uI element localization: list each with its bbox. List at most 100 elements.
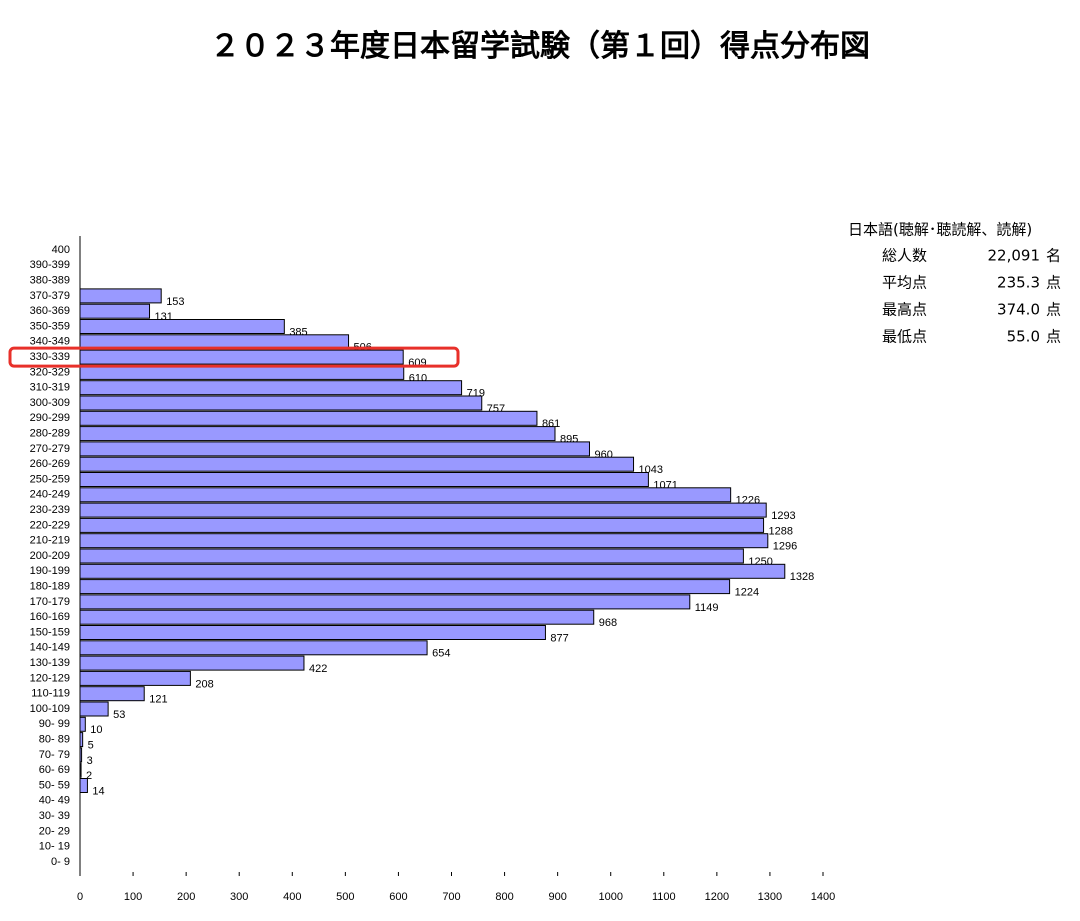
y-tick-label: 220-229	[30, 519, 70, 531]
value-label: 121	[149, 694, 167, 706]
bar	[79, 563, 786, 579]
bar	[79, 609, 595, 625]
bar	[79, 410, 538, 426]
y-tick-label: 400	[52, 244, 70, 256]
value-label: 14	[92, 785, 104, 797]
y-tick-label: 160-169	[30, 611, 70, 623]
info-unit: 点	[1046, 328, 1061, 346]
bar	[79, 395, 483, 411]
bar	[79, 716, 86, 732]
y-tick-label: 170-179	[30, 596, 70, 608]
bar	[79, 380, 463, 396]
x-tick-label: 800	[495, 891, 513, 903]
y-tick-label: 290-299	[30, 412, 70, 424]
info-value: 22,091	[988, 247, 1041, 265]
y-tick-label: 120-129	[30, 672, 70, 684]
bar	[79, 640, 428, 656]
y-tick-label: 230-239	[30, 504, 70, 516]
value-label: 5	[88, 740, 94, 752]
value-label: 153	[166, 296, 184, 308]
chart-title: ２０２３年度日本留学試験（第１回）得点分布図	[210, 29, 870, 64]
bar	[79, 762, 82, 778]
x-tick-label: 900	[548, 891, 566, 903]
y-tick-label: 100-109	[30, 703, 70, 715]
info-unit: 点	[1046, 301, 1061, 319]
y-tick-label: 190-199	[30, 565, 70, 577]
bar	[79, 533, 769, 549]
y-tick-label: 80- 89	[39, 734, 70, 746]
bar	[79, 778, 88, 793]
y-tick-label: 140-149	[30, 642, 70, 654]
y-tick-label: 260-269	[30, 458, 70, 470]
y-tick-label: 50- 59	[39, 779, 70, 791]
y-tick-label: 370-379	[30, 290, 70, 302]
y-tick-label: 250-259	[30, 473, 70, 485]
y-tick-label: 10- 19	[39, 841, 70, 853]
y-tick-label: 180-189	[30, 581, 70, 593]
info-label: 最低点	[882, 328, 927, 346]
y-tick-label: 240-249	[30, 489, 70, 501]
bar	[79, 579, 731, 595]
y-tick-label: 90- 99	[39, 718, 70, 730]
value-label: 422	[309, 663, 327, 675]
bar	[79, 625, 546, 640]
info-value: 374.0	[997, 301, 1040, 319]
info-value: 55.0	[1007, 328, 1040, 346]
y-tick-label: 380-389	[30, 275, 70, 287]
bar	[79, 732, 84, 748]
info-value: 235.3	[997, 274, 1040, 292]
y-tick-label: 210-219	[30, 535, 70, 547]
y-tick-label: 40- 49	[39, 795, 70, 807]
x-tick-label: 700	[442, 891, 460, 903]
y-tick-label: 340-349	[30, 336, 70, 348]
value-label: 1224	[735, 587, 759, 599]
value-label: 3	[87, 755, 93, 767]
y-tick-label: 60- 69	[39, 764, 70, 776]
y-tick-label: 130-139	[30, 657, 70, 669]
value-label: 208	[195, 678, 213, 690]
value-label: 1149	[695, 602, 719, 614]
bar	[79, 288, 162, 304]
highlight-box	[8, 346, 460, 368]
y-tick-label: 390-399	[30, 259, 70, 271]
y-tick-label: 300-309	[30, 397, 70, 409]
y-tick-label: 110-119	[31, 688, 70, 700]
x-tick-label: 0	[77, 891, 83, 903]
x-tick-label: 300	[230, 891, 248, 903]
bar	[79, 303, 151, 319]
value-label: 877	[550, 632, 568, 644]
x-tick-label: 1200	[705, 891, 729, 903]
bar	[79, 349, 404, 365]
y-tick-label: 310-319	[30, 382, 70, 394]
info-label: 最高点	[882, 301, 927, 319]
y-tick-label: 30- 39	[39, 810, 70, 822]
x-tick-label: 400	[283, 891, 301, 903]
bar	[79, 701, 109, 717]
y-tick-label: 280-289	[30, 428, 70, 440]
value-label: 1296	[773, 541, 797, 553]
y-tick-label: 0- 9	[51, 856, 70, 868]
value-label: 1328	[790, 571, 814, 583]
bar	[79, 548, 744, 564]
x-tick-label: 1300	[758, 891, 782, 903]
value-label: 968	[599, 617, 617, 629]
bar	[79, 441, 590, 457]
bar	[79, 686, 145, 702]
y-tick-label: 320-329	[30, 366, 70, 378]
x-tick-label: 500	[336, 891, 354, 903]
x-tick-label: 100	[124, 891, 142, 903]
bar	[79, 517, 765, 533]
info-title: 日本語(聴解･聴読解、読解)	[848, 221, 1032, 239]
y-tick-label: 70- 79	[39, 749, 70, 761]
bar	[79, 670, 191, 686]
bar	[79, 502, 767, 518]
bar	[79, 594, 691, 610]
y-tick-label: 20- 29	[39, 825, 70, 837]
value-label: 2	[86, 770, 92, 782]
value-label: 53	[113, 709, 125, 721]
value-label: 654	[432, 648, 450, 660]
x-tick-label: 1100	[652, 891, 676, 903]
bar	[79, 487, 732, 503]
x-tick-label: 600	[389, 891, 407, 903]
